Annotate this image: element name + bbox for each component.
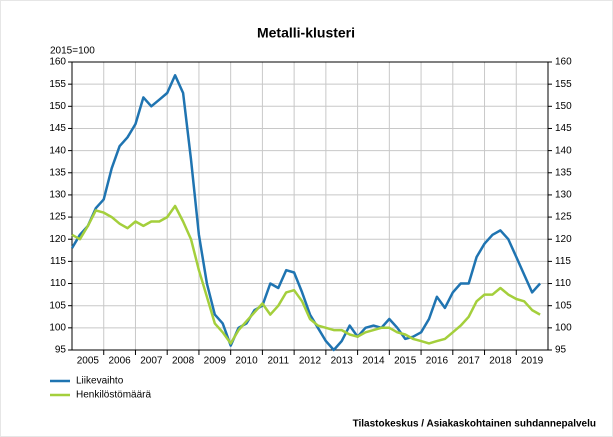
y2-tick-label: 110 (555, 278, 571, 289)
y-tick-label: 120 (49, 234, 66, 245)
legend-label: Henkilöstömäärä (76, 390, 151, 401)
y2-tick-label: 135 (555, 167, 572, 178)
x-tick-label: 2007 (140, 356, 163, 367)
legend-label: Liikevaihto (76, 376, 124, 387)
y-axis-label: 2015=100 (50, 46, 95, 57)
y2-tick-label: 120 (555, 234, 572, 245)
y-tick-label: 130 (49, 190, 66, 201)
y2-tick-label: 140 (555, 145, 572, 156)
y2-tick-label: 155 (555, 79, 572, 90)
x-tick-label: 2006 (108, 356, 131, 367)
y-tick-label: 115 (50, 256, 66, 267)
y-tick-label: 125 (49, 212, 66, 223)
x-tick-label: 2019 (521, 356, 544, 367)
x-tick-label: 2015 (394, 356, 417, 367)
y-tick-label: 100 (49, 322, 66, 333)
x-tick-label: 2005 (77, 356, 100, 367)
y2-tick-label: 130 (555, 190, 572, 201)
y2-tick-label: 125 (555, 212, 572, 223)
y2-tick-label: 160 (555, 57, 572, 68)
y-tick-label: 140 (49, 145, 66, 156)
y-tick-label: 135 (49, 167, 66, 178)
y2-tick-label: 145 (555, 123, 572, 134)
y-tick-label: 105 (49, 300, 66, 311)
x-tick-label: 2018 (489, 356, 512, 367)
series-line (71, 204, 541, 345)
y2-tick-label: 115 (555, 256, 571, 267)
x-tick-label: 2010 (235, 356, 258, 367)
y-tick-label: 150 (49, 101, 66, 112)
x-tick-label: 2009 (204, 356, 227, 367)
x-tick-label: 2008 (172, 356, 195, 367)
y-tick-label: 145 (49, 123, 66, 134)
source: Tilastokeskus / Asiakaskohtainen suhdann… (353, 419, 596, 430)
plot-border (71, 61, 549, 351)
y-tick-label: 160 (49, 57, 66, 68)
series-line (70, 74, 542, 352)
x-tick-label: 2012 (299, 356, 322, 367)
chart-title: Metalli-klusteri (257, 25, 355, 41)
y2-tick-label: 100 (555, 322, 572, 333)
y-tick-label: 95 (55, 345, 67, 356)
x-tick-label: 2013 (331, 356, 354, 367)
x-tick-label: 2011 (268, 356, 290, 367)
y-tick-label: 155 (49, 79, 66, 90)
x-tick-label: 2014 (362, 356, 385, 367)
y2-tick-label: 105 (555, 300, 572, 311)
y2-tick-label: 95 (555, 345, 567, 356)
x-tick-label: 2016 (426, 356, 449, 367)
y2-tick-label: 150 (555, 101, 572, 112)
y-tick-label: 110 (50, 278, 66, 289)
x-tick-label: 2017 (458, 356, 481, 367)
